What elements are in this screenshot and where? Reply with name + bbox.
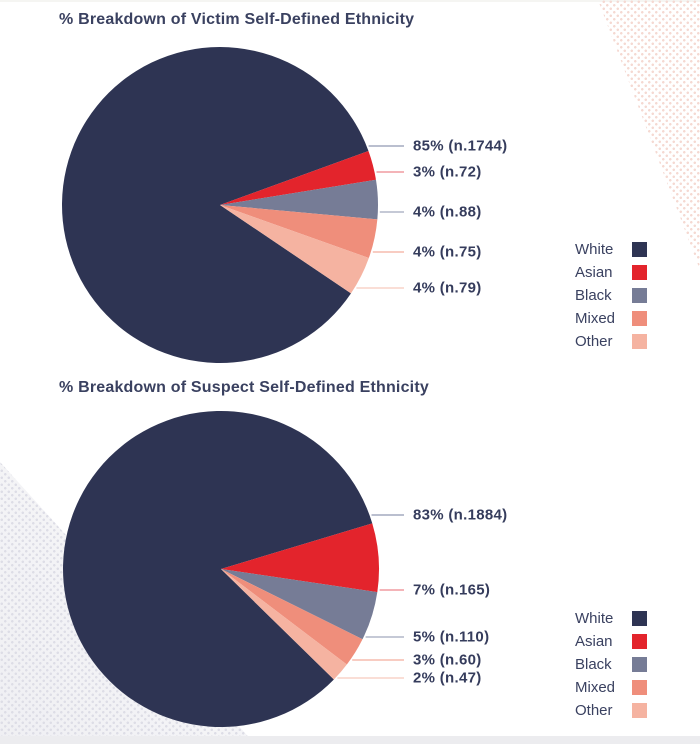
callout-label-mixed: 4% (n.75)	[413, 243, 482, 261]
legend-label: Other	[575, 333, 613, 350]
callout-label-other: 2% (n.47)	[413, 669, 482, 687]
suspect-chart-title: % Breakdown of Suspect Self-Defined Ethn…	[59, 379, 429, 396]
legend-swatch-other	[632, 334, 647, 349]
callout-label-other: 4% (n.79)	[413, 279, 482, 297]
legend-swatch-other	[632, 703, 647, 718]
victim-chart-title: % Breakdown of Victim Self-Defined Ethni…	[59, 11, 415, 28]
pie-slice-mixed	[221, 569, 363, 665]
callout-label-asian: 7% (n.165)	[413, 581, 491, 599]
pie-slice-black	[220, 179, 379, 220]
legend-item-white: White	[575, 238, 647, 261]
legend-swatch-asian	[632, 634, 647, 649]
legend-item-black: Black	[575, 653, 647, 676]
callout-label-asian: 3% (n.72)	[413, 163, 482, 181]
legend-item-asian: Asian	[575, 261, 647, 284]
legend-item-asian: Asian	[575, 630, 647, 653]
pie-slice-white	[61, 47, 369, 364]
legend-label: Black	[575, 287, 612, 304]
callout-label-mixed: 3% (n.60)	[413, 651, 482, 669]
legend-item-other: Other	[575, 330, 647, 353]
legend-label: Other	[575, 702, 613, 719]
legend-swatch-black	[632, 288, 647, 303]
legend-swatch-black	[632, 657, 647, 672]
callout-label-white: 83% (n.1884)	[413, 506, 508, 524]
legend-label: Mixed	[575, 310, 616, 327]
legend-label: White	[575, 610, 614, 627]
callout-label-black: 4% (n.88)	[413, 203, 482, 221]
pie-slice-asian	[221, 523, 380, 593]
legend-item-black: Black	[575, 284, 647, 307]
legend-item-other: Other	[575, 699, 647, 722]
legend-item-mixed: Mixed	[575, 307, 647, 330]
page-top-edge	[0, 0, 700, 2]
pie-slice-mixed	[220, 205, 378, 258]
legend-item-white: White	[575, 607, 647, 630]
legend-swatch-mixed	[632, 311, 647, 326]
suspect-chart-legend: White Asian Black Mixed Other	[575, 607, 647, 722]
legend-label: Black	[575, 656, 612, 673]
legend-label: Asian	[575, 633, 613, 650]
legend-label: White	[575, 241, 614, 258]
pie-slice-black	[221, 569, 378, 640]
legend-label: Asian	[575, 264, 613, 281]
legend-label: Mixed	[575, 679, 616, 696]
legend-swatch-white	[632, 611, 647, 626]
page-bottom-edge	[0, 736, 700, 744]
callout-label-black: 5% (n.110)	[413, 628, 490, 646]
victim-chart-legend: White Asian Black Mixed Other	[575, 238, 647, 353]
legend-swatch-asian	[632, 265, 647, 280]
callout-label-white: 85% (n.1744)	[413, 137, 508, 155]
pie-slice-white	[63, 411, 373, 728]
legend-swatch-mixed	[632, 680, 647, 695]
pie-slice-other	[221, 569, 347, 680]
pie-slice-other	[220, 205, 369, 294]
legend-swatch-white	[632, 242, 647, 257]
pie-slice-asian	[220, 150, 376, 205]
legend-item-mixed: Mixed	[575, 676, 647, 699]
